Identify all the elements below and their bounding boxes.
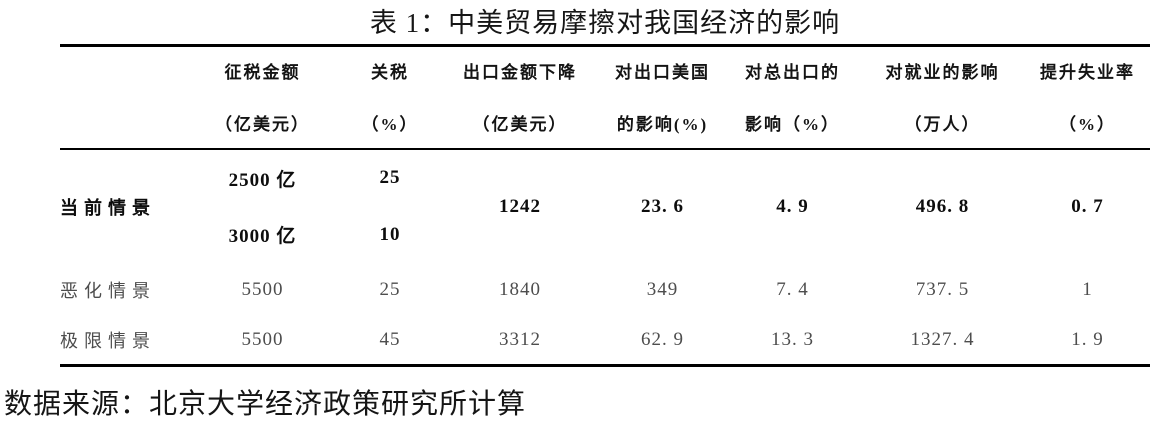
header-employment-impact: 对就业的影响 （万人）: [860, 46, 1025, 150]
cell-current-total-export-impact: 4. 9: [776, 195, 809, 217]
table-row-current-a: 当前情景 2500 亿 25 1242 23. 6 4. 9 496. 8 0.…: [60, 149, 1150, 218]
cell-current-export-decline: 1242: [499, 195, 541, 217]
cell-current-tax-amount-2: 3000 亿: [228, 226, 297, 247]
header-line1: 对就业的影响: [885, 63, 1000, 82]
header-line1: 出口金额下降: [463, 63, 577, 82]
header-line2: 影响（%）: [745, 115, 840, 134]
row-label-current: 当前情景: [60, 197, 156, 218]
header-empty: [60, 46, 185, 150]
header-unemployment-rise: 提升失业率 （%）: [1025, 46, 1150, 150]
cell-worse-export-decline: 1840: [499, 278, 541, 300]
cell-worse-employment-impact: 737. 5: [915, 278, 970, 300]
header-us-export-impact: 对出口美国 的影响(%): [600, 46, 725, 150]
header-line1: 对出口美国: [615, 63, 710, 82]
cell-current-tariff-1: 25: [379, 167, 401, 188]
cell-extreme-unemployment-rise: 1. 9: [1071, 328, 1104, 350]
header-total-export-impact: 对总出口的 影响（%）: [725, 46, 860, 150]
header-line1: 关税: [371, 63, 409, 82]
header-tariff: 关税 （%）: [340, 46, 440, 150]
header-row: 征税金额 （亿美元） 关税 （%） 出口金额下降 （亿美元） 对出口美国 的影响…: [60, 46, 1150, 150]
cell-worse-tariff: 25: [379, 278, 401, 300]
header-line1: 对总出口的: [745, 63, 840, 82]
cell-extreme-tariff: 45: [379, 328, 401, 350]
table-body: 当前情景 2500 亿 25 1242 23. 6 4. 9 496. 8 0.…: [60, 149, 1150, 365]
header-line1: 征税金额: [224, 63, 301, 82]
cell-extreme-tax-amount: 5500: [241, 328, 284, 350]
header-line1: 提升失业率: [1040, 63, 1135, 82]
cell-current-unemployment-rise: 0. 7: [1071, 195, 1104, 217]
header-line2: 的影响(%): [616, 115, 709, 134]
cell-worse-total-export-impact: 7. 4: [776, 278, 809, 300]
cell-extreme-export-decline: 3312: [499, 328, 541, 350]
cell-extreme-employment-impact: 1327. 4: [910, 328, 975, 350]
table-row-extreme: 极限情景 5500 45 3312 62. 9 13. 3 1327. 4 1.…: [60, 316, 1150, 365]
cell-current-employment-impact: 496. 8: [915, 195, 970, 217]
cell-extreme-us-export-impact: 62. 9: [641, 328, 684, 350]
header-export-decline: 出口金额下降 （亿美元）: [440, 46, 600, 150]
header-line2: （万人）: [904, 115, 981, 134]
table-header: 征税金额 （亿美元） 关税 （%） 出口金额下降 （亿美元） 对出口美国 的影响…: [60, 46, 1150, 150]
cell-extreme-total-export-impact: 13. 3: [771, 328, 814, 350]
table-row-current-b: 3000 亿 10: [60, 206, 1150, 263]
row-label-extreme: 极限情景: [60, 330, 156, 351]
header-line2: （%）: [361, 115, 419, 134]
data-source-note: 数据来源：北京大学经济政策研究所计算: [4, 388, 527, 420]
cell-current-us-export-impact: 23. 6: [641, 195, 684, 217]
table-row-worse: 恶化情景 5500 25 1840 349 7. 4 737. 5 1: [60, 263, 1150, 316]
impact-table: 征税金额 （亿美元） 关税 （%） 出口金额下降 （亿美元） 对出口美国 的影响…: [60, 44, 1150, 367]
cell-worse-tax-amount: 5500: [241, 278, 284, 300]
cell-current-tax-amount-1: 2500 亿: [228, 169, 297, 191]
header-line2: （%）: [1059, 115, 1116, 134]
table-title: 表 1：中美贸易摩擦对我国经济的影响: [369, 8, 841, 38]
header-tax-amount: 征税金额 （亿美元）: [185, 46, 340, 150]
cell-current-tariff-2: 10: [379, 223, 401, 245]
row-label-worse: 恶化情景: [60, 280, 156, 301]
cell-worse-unemployment-rise: 1: [1082, 278, 1093, 300]
cell-worse-us-export-impact: 349: [646, 278, 679, 300]
header-line2: （亿美元）: [472, 115, 568, 134]
header-line2: （亿美元）: [215, 115, 310, 134]
